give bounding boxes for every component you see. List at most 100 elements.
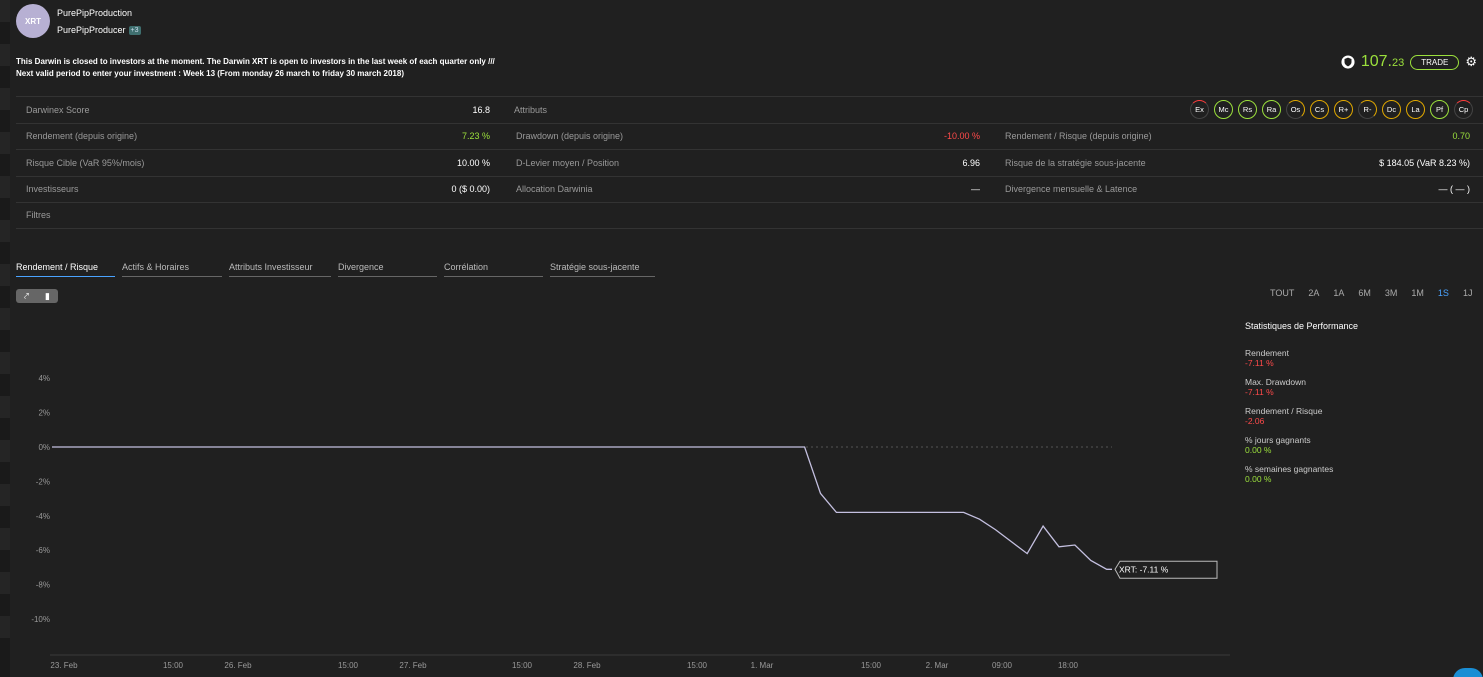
investor-notice: This Darwin is closed to investors at th… [16, 56, 636, 80]
risque-value: 10.00 % [456, 157, 490, 168]
stat-label: Rendement [1245, 348, 1289, 358]
badge-mc[interactable]: Mc [1214, 100, 1233, 119]
range-3m[interactable]: 3M [1384, 288, 1398, 298]
x-tick-label: 15:00 [861, 661, 882, 670]
badge-ra[interactable]: Ra [1262, 100, 1281, 119]
stat-value: 0.00 % [1245, 474, 1272, 484]
score-bar: 107.23 TRADE ⚙ [1341, 53, 1477, 71]
y-tick-label: -6% [36, 546, 50, 555]
table-row: Filtres [16, 202, 1483, 229]
tab-3[interactable]: Divergence [338, 262, 437, 277]
chat-bubble[interactable] [1453, 668, 1483, 677]
range-6m[interactable]: 6M [1358, 288, 1371, 298]
bar-chart-icon[interactable]: ▮ [45, 290, 50, 301]
y-tick-label: 0% [38, 443, 50, 452]
table-row: Rendement (depuis origine) 7.23 % Drawdo… [16, 122, 1483, 150]
badge-ex[interactable]: Ex [1190, 100, 1209, 119]
stat-item: Rendement / Risque -2.06 [1245, 406, 1465, 426]
producer-tag[interactable]: +3 [128, 25, 141, 35]
strat-label: Risque de la stratégie sous-jacente [1005, 157, 1146, 168]
drawdown-value: -10.00 % [943, 131, 980, 142]
stat-value: 0.00 % [1245, 445, 1272, 455]
x-tick-label: 26. Feb [224, 661, 252, 670]
performance-chart[interactable]: 4% 2% 0% -2% -4% -6% -8% -10% 23. Feb 15:00 26. Fe… [0, 360, 1240, 677]
x-tick-label: 1. Mar [751, 661, 774, 670]
y-tick-label: -2% [36, 477, 50, 486]
notice-line-1: This Darwin is closed to investors at th… [16, 57, 495, 66]
allocation-label: Allocation Darwinia [516, 184, 593, 195]
tab-5[interactable]: Stratégie sous-jacente [550, 262, 655, 277]
badge-rs[interactable]: Rs [1238, 100, 1257, 119]
range-1m[interactable]: 1M [1411, 288, 1424, 298]
line-chart-icon[interactable]: ⤤ [23, 290, 30, 301]
x-tick-label: 15:00 [512, 661, 533, 670]
x-tick-label: 18:00 [1058, 661, 1079, 670]
attribute-badges: Ex Mc Rs Ra Os Cs R+ R- Dc La Pf Cp [1190, 100, 1473, 119]
rr-value: 0.70 [1452, 131, 1470, 142]
x-tick-label: 09:00 [992, 661, 1013, 670]
allocation-value: — [971, 184, 980, 195]
stat-label: % jours gagnants [1245, 435, 1311, 445]
x-tick-label: 2. Mar [926, 661, 949, 670]
table-row: Risque Cible (VaR 95%/mois) 10.00 % D-Le… [16, 149, 1483, 176]
tooltip-box [1114, 560, 1218, 579]
gear-icon[interactable]: ⚙ [1465, 54, 1477, 69]
y-tick-label: -8% [36, 581, 50, 590]
rendement-label: Rendement (depuis origine) [26, 131, 138, 142]
stat-value: -2.06 [1245, 416, 1265, 426]
series-line-xrt[interactable] [52, 446, 1112, 570]
y-tick-label: 2% [38, 409, 50, 418]
stat-label: Max. Drawdown [1245, 377, 1306, 387]
stat-label: % semaines gagnantes [1245, 464, 1334, 474]
badge-cp[interactable]: Cp [1454, 100, 1473, 119]
y-tick-label: -4% [36, 512, 50, 521]
y-tick-label: 4% [38, 374, 50, 383]
stat-item: Rendement -7.11 % [1245, 348, 1465, 368]
rr-label: Rendement / Risque (depuis origine) [1005, 131, 1152, 142]
org-name[interactable]: PurePipProduction [57, 8, 133, 18]
stat-value: -7.11 % [1245, 358, 1274, 368]
tab-4[interactable]: Corrélation [444, 262, 543, 277]
darwin-score: 107.23 [1360, 53, 1405, 70]
stat-value: -7.11 % [1245, 387, 1274, 397]
producer-line: PurePipProducer +3 [57, 25, 141, 35]
table-row: Investisseurs 0 ($ 0.00) Allocation Darw… [16, 175, 1483, 203]
stats-title: Statistiques de Performance [1245, 321, 1359, 331]
levier-label: D-Levier moyen / Position [516, 157, 620, 168]
trade-button[interactable]: TRADE [1410, 54, 1460, 70]
badge-cs[interactable]: Cs [1310, 100, 1329, 119]
drawdown-label: Drawdown (depuis origine) [516, 131, 624, 142]
range-1s[interactable]: 1S [1437, 288, 1449, 298]
strat-value: $ 184.05 (VaR 8.23 %) [1379, 157, 1470, 168]
badge-rplus[interactable]: R+ [1334, 100, 1353, 119]
badge-pf[interactable]: Pf [1430, 100, 1449, 119]
badge-dc[interactable]: Dc [1382, 100, 1401, 119]
attributes-label: Attributs [514, 104, 548, 115]
left-strip [0, 0, 10, 677]
x-tick-label: 15:00 [687, 661, 708, 670]
badge-rminus[interactable]: R- [1358, 100, 1377, 119]
range-1j[interactable]: 1J [1462, 288, 1473, 298]
investors-label: Investisseurs [26, 184, 79, 195]
filters-label[interactable]: Filtres [26, 210, 51, 221]
stat-label: Rendement / Risque [1245, 406, 1323, 416]
risque-label: Risque Cible (VaR 95%/mois) [26, 157, 145, 168]
rendement-value: 7.23 % [461, 131, 490, 142]
stat-item: Max. Drawdown -7.11 % [1245, 377, 1465, 397]
badge-os[interactable]: Os [1286, 100, 1305, 119]
range-2a[interactable]: 2A [1308, 288, 1320, 298]
producer-name[interactable]: PurePipProducer [57, 25, 126, 35]
badge-la[interactable]: La [1406, 100, 1425, 119]
tab-2[interactable]: Attributs Investisseur [229, 262, 331, 277]
divergence-label: Divergence mensuelle & Latence [1005, 184, 1138, 195]
shield-icon [1341, 55, 1355, 69]
tab-1[interactable]: Actifs & Horaires [122, 262, 222, 277]
x-tick-label: 15:00 [338, 661, 359, 670]
range-tout[interactable]: TOUT [1270, 288, 1295, 298]
range-selector: TOUT 2A 1A 6M 3M 1M 1S 1J [1270, 288, 1483, 298]
tab-0[interactable]: Rendement / Risque [16, 262, 115, 277]
range-1a[interactable]: 1A [1333, 288, 1345, 298]
darwinex-score-value: 16.8 [472, 104, 490, 115]
chart-mode-toggle[interactable]: ⤤ ▮ [16, 289, 58, 303]
avatar[interactable]: XRT [16, 4, 50, 38]
